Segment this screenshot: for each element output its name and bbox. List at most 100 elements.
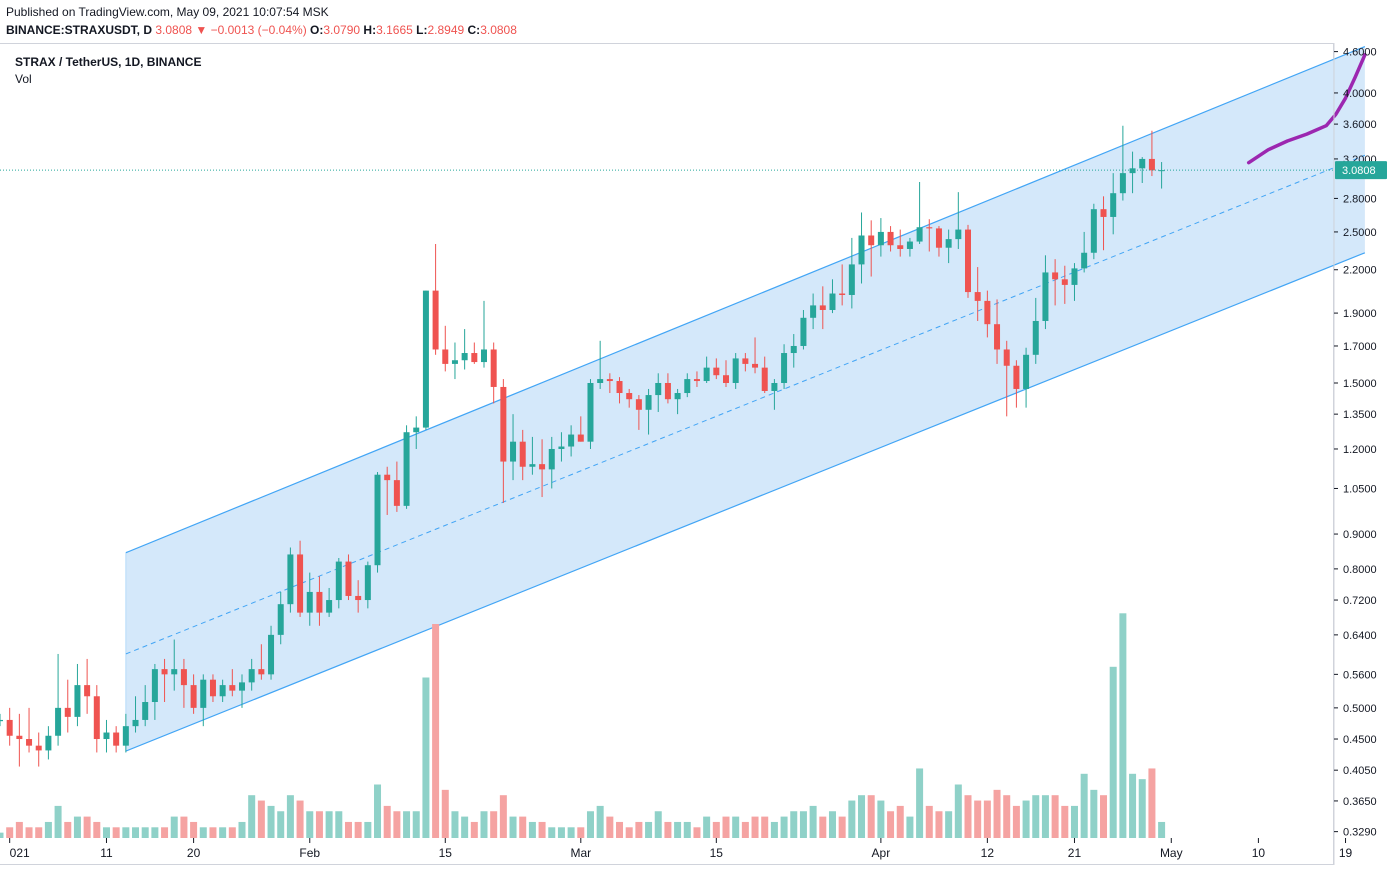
candle-body <box>703 367 710 382</box>
candle-body <box>229 685 236 691</box>
volume-bar <box>528 821 536 838</box>
price-tick-label: 2.5000 <box>1343 227 1377 239</box>
price-tick-label: 0.3650 <box>1343 796 1377 808</box>
candle-body <box>1013 365 1020 389</box>
candle-body <box>1119 173 1126 194</box>
volume-bar <box>606 816 614 838</box>
volume-bar <box>1041 795 1049 838</box>
candle-body <box>1081 252 1088 269</box>
volume-bar <box>751 816 759 838</box>
volume-bar <box>35 827 43 838</box>
candle-body <box>219 685 226 697</box>
candle-body <box>635 399 642 410</box>
volume-bar <box>645 821 653 838</box>
candle-body <box>732 358 739 383</box>
date-tick-label: Apr <box>872 846 891 860</box>
volume-bar <box>83 816 91 838</box>
candle-body <box>955 229 962 240</box>
candle-body <box>258 669 265 675</box>
candle-body <box>519 441 526 467</box>
candle-body <box>510 441 517 462</box>
candle-body <box>674 393 681 400</box>
candle-body <box>664 382 671 400</box>
candle-body <box>597 379 604 383</box>
volume-bar <box>925 805 933 838</box>
candle-body <box>132 719 139 727</box>
price-tick-label: 0.8000 <box>1343 564 1377 576</box>
candle-body <box>1052 272 1059 280</box>
candle-body <box>74 685 81 717</box>
volume-bar <box>1100 795 1108 838</box>
volume-bar <box>790 811 798 838</box>
candle-body <box>1129 168 1136 174</box>
date-tick-label: 19 <box>1339 846 1353 860</box>
candle-body <box>364 565 371 601</box>
candle-body <box>897 245 904 249</box>
candle-body <box>374 474 381 566</box>
candle-body <box>984 300 991 325</box>
price-tick-label: 1.0500 <box>1343 483 1377 495</box>
published-text: Published on TradingView.com, May 09, 20… <box>6 5 329 19</box>
candle-body <box>771 382 778 391</box>
date-tick-label: Mar <box>570 846 591 860</box>
volume-bar <box>799 811 807 838</box>
candle-body <box>461 353 468 361</box>
candle-body <box>1042 272 1049 321</box>
volume-bar <box>6 827 14 838</box>
candle-body <box>926 227 933 229</box>
symbol-text: BINANCE:STRAXUSDT, D <box>6 23 153 37</box>
volume-bar <box>1032 795 1040 838</box>
candle-body <box>655 382 662 396</box>
candle-body <box>548 448 555 470</box>
candle-body <box>906 241 913 249</box>
candle-body <box>723 375 729 383</box>
volume-bar <box>132 827 140 838</box>
candle-body <box>800 317 807 346</box>
volume-bar <box>945 811 953 838</box>
candle-body <box>1090 209 1097 253</box>
volume-bar <box>0 832 4 838</box>
volume-bar <box>741 821 749 838</box>
candle-body <box>451 360 458 364</box>
candle-body <box>432 290 439 350</box>
volume-bar <box>1070 805 1078 838</box>
candle-body <box>326 600 333 613</box>
date-tick-label: Feb <box>299 846 320 860</box>
volume-bar <box>64 821 72 838</box>
candle-body <box>171 669 178 675</box>
candle-body <box>1032 320 1039 355</box>
volume-bar <box>693 827 701 838</box>
candle-body <box>481 349 487 363</box>
projection-curve <box>1246 53 1367 165</box>
open-value: 3.0790 <box>323 23 361 37</box>
price-tick-label: 0.5600 <box>1343 669 1377 681</box>
volume-bar <box>1003 795 1011 838</box>
time-axis: 021 11 20 Feb 15 Mar 15 Apr 12 21 May 10 19 <box>9 838 1353 860</box>
chart-legend: STRAX / TetherUS, 1D, BINANCE Vol <box>15 54 201 88</box>
regression-channel <box>125 45 1366 752</box>
volume-bar <box>509 816 517 838</box>
high-label: H: <box>363 23 377 37</box>
volume-bar <box>616 821 624 838</box>
candle-body <box>848 264 855 295</box>
volume-bar <box>393 811 401 838</box>
volume-bar <box>664 821 672 838</box>
volume-bar <box>151 827 159 838</box>
volume-bar <box>141 827 149 838</box>
volume-bar <box>25 827 33 838</box>
volume-bar <box>712 821 720 838</box>
candle-body <box>761 367 768 391</box>
low-value: 2.8949 <box>427 23 465 37</box>
projection-path <box>1246 53 1367 165</box>
date-tick-label: 15 <box>439 846 453 860</box>
volume-bar <box>461 816 469 838</box>
legend-title: STRAX / TetherUS, 1D, BINANCE <box>15 55 202 69</box>
volume-bar <box>896 805 904 838</box>
volume-bar <box>538 821 546 838</box>
volume-bar <box>209 827 217 838</box>
candle-body <box>810 305 817 318</box>
volume-bar <box>1090 789 1098 838</box>
price-tick-label: 1.7000 <box>1343 341 1377 353</box>
candle-body <box>1148 158 1155 171</box>
